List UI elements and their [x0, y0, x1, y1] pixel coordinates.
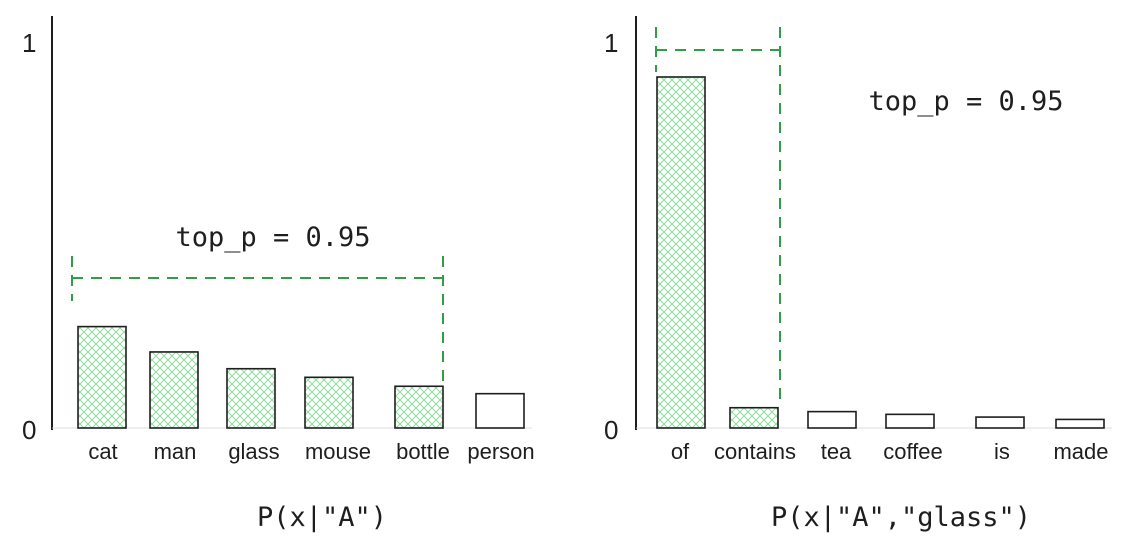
bar-tea — [807, 410, 857, 429]
chart-title: P(x|"A") — [257, 502, 387, 533]
x-tick-label: cat — [88, 439, 117, 464]
x-tick-label: made — [1053, 439, 1108, 464]
x-tick-label: of — [671, 439, 690, 464]
bar-contains — [729, 406, 779, 429]
bar-bottle — [394, 385, 444, 429]
bar-of — [656, 76, 706, 429]
x-tick-label: tea — [821, 439, 852, 464]
bar-made — [1055, 418, 1105, 429]
x-tick-label: contains — [714, 439, 796, 464]
x-tick-label: is — [994, 439, 1010, 464]
bar-mouse — [304, 376, 354, 429]
bar-coffee — [885, 413, 935, 429]
bar-is — [975, 416, 1025, 429]
bar-man — [149, 351, 199, 429]
chart-right: 1 0 of contains tea coffee is made top_p = 0.95 P… — [604, 16, 1112, 533]
bar-cat — [77, 325, 127, 429]
bar-glass — [226, 367, 276, 429]
y-tick-label-1: 1 — [22, 28, 36, 58]
x-tick-label: coffee — [883, 439, 943, 464]
top-p-annotation: top_p = 0.95 — [868, 86, 1063, 117]
y-tick-label-1: 1 — [604, 28, 618, 58]
x-tick-label: bottle — [396, 439, 450, 464]
x-tick-label: glass — [228, 439, 279, 464]
y-tick-label-0: 0 — [604, 415, 618, 445]
x-tick-label: man — [154, 439, 197, 464]
x-tick-label: mouse — [305, 439, 371, 464]
chart-left: 1 0 cat man glass mouse bottle person top_p = 0.… — [22, 16, 535, 533]
chart-title: P(x|"A","glass") — [771, 502, 1031, 533]
y-tick-label-0: 0 — [22, 415, 36, 445]
bar-person — [475, 392, 525, 429]
top-p-annotation: top_p = 0.95 — [175, 222, 370, 253]
x-tick-label: person — [467, 439, 534, 464]
